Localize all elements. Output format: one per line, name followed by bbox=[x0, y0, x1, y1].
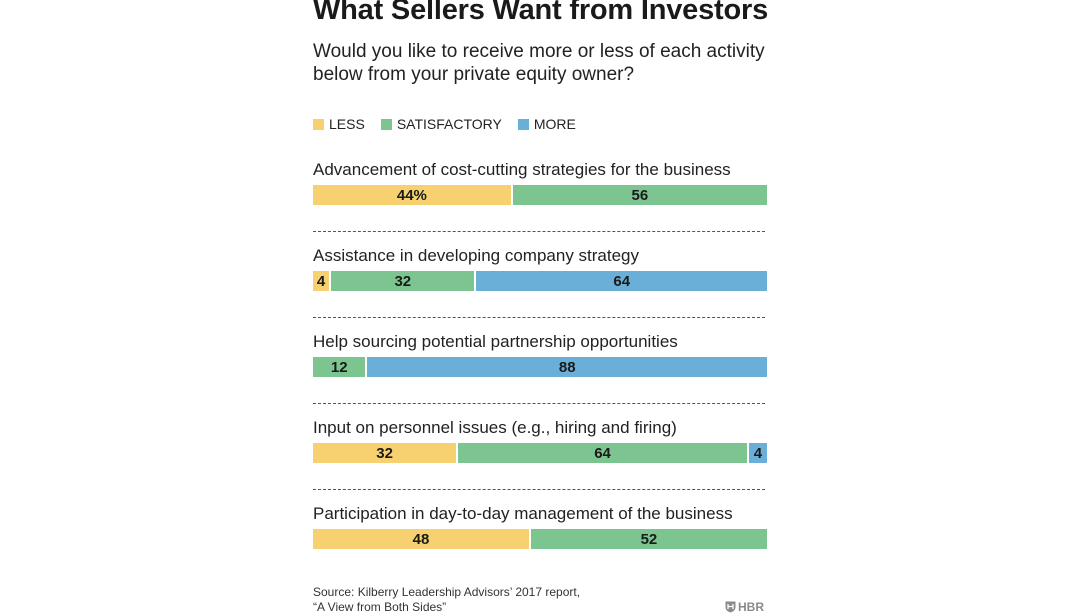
hbr-shield-icon bbox=[725, 601, 736, 613]
hbr-logo: HBR bbox=[725, 600, 764, 614]
row-divider bbox=[313, 489, 765, 490]
row-divider bbox=[313, 317, 765, 318]
data-label: 44% bbox=[396, 186, 427, 204]
category-label: Help sourcing potential partnership oppo… bbox=[313, 332, 678, 351]
legend-label-less: LESS bbox=[329, 116, 365, 132]
data-label: 12 bbox=[330, 358, 348, 376]
legend: LESS SATISFACTORY MORE bbox=[313, 116, 592, 132]
legend-item-satisfactory: SATISFACTORY bbox=[380, 116, 502, 132]
bar-segment-satisfactory: 64 bbox=[458, 443, 747, 463]
bar-track: 12 88 bbox=[313, 357, 767, 377]
category-label: Input on personnel issues (e.g., hiring … bbox=[313, 418, 677, 437]
category-label: Participation in day-to-day management o… bbox=[313, 504, 733, 523]
source-line-1: Source: Kilberry Leadership Advisors’ 20… bbox=[313, 585, 581, 599]
category-label: Assistance in developing company strateg… bbox=[313, 246, 640, 265]
data-label: 4 bbox=[316, 272, 326, 290]
bar-track: 48 52 bbox=[313, 529, 767, 549]
data-label: 56 bbox=[631, 186, 649, 204]
bar-segment-more: 64 bbox=[476, 271, 767, 291]
bar-segment-less: 44% bbox=[313, 185, 511, 205]
data-label: 48 bbox=[412, 530, 430, 548]
bar-track: 44% 56 bbox=[313, 185, 767, 205]
bar-segment-more: 4 bbox=[748, 443, 767, 463]
data-label: 88 bbox=[558, 358, 576, 376]
chart-title: What Sellers Want from Investors bbox=[313, 0, 769, 26]
legend-swatch-satisfactory bbox=[380, 118, 392, 130]
bar-track: 32 64 4 bbox=[313, 443, 767, 463]
bar-segment-satisfactory: 52 bbox=[530, 529, 767, 549]
row-divider bbox=[313, 231, 765, 232]
hbr-logo-text: HBR bbox=[738, 600, 764, 614]
category-label: Advancement of cost-cutting strategies f… bbox=[313, 160, 731, 179]
bar-segment-satisfactory: 32 bbox=[331, 271, 475, 291]
bar-segment-less: 4 bbox=[313, 271, 330, 291]
legend-swatch-more bbox=[517, 118, 529, 130]
chart-row: Input on personnel issues (e.g., hiring … bbox=[313, 417, 767, 463]
chart-row: Advancement of cost-cutting strategies f… bbox=[313, 159, 767, 205]
data-label: 64 bbox=[613, 272, 631, 290]
data-label: 52 bbox=[640, 530, 658, 548]
legend-item-more: MORE bbox=[517, 116, 576, 132]
row-divider bbox=[313, 403, 765, 404]
chart-subtitle: Would you like to receive more or less o… bbox=[313, 41, 765, 85]
bar-segment-less: 48 bbox=[313, 529, 529, 549]
data-label: 32 bbox=[394, 272, 412, 290]
bar-segment-satisfactory: 12 bbox=[313, 357, 366, 377]
bar-segment-satisfactory: 56 bbox=[512, 185, 767, 205]
source-note: Source: Kilberry Leadership Advisors’ 20… bbox=[313, 585, 580, 615]
chart-row: Assistance in developing company strateg… bbox=[313, 245, 767, 291]
chart-row: Participation in day-to-day management o… bbox=[313, 503, 767, 549]
legend-label-more: MORE bbox=[533, 116, 576, 132]
data-label: 64 bbox=[594, 444, 611, 462]
bar-track: 4 32 64 bbox=[313, 271, 767, 291]
legend-item-less: LESS bbox=[313, 116, 365, 132]
legend-swatch-less bbox=[313, 118, 324, 130]
bar-segment-less: 32 bbox=[313, 443, 457, 463]
bar-segment-more: 88 bbox=[367, 357, 767, 377]
chart-row: Help sourcing potential partnership oppo… bbox=[313, 331, 767, 377]
data-label: 32 bbox=[376, 444, 393, 462]
legend-label-satisfactory: SATISFACTORY bbox=[396, 116, 502, 132]
data-label: 4 bbox=[753, 444, 763, 462]
source-line-2: “A View from Both Sides” bbox=[313, 600, 447, 614]
